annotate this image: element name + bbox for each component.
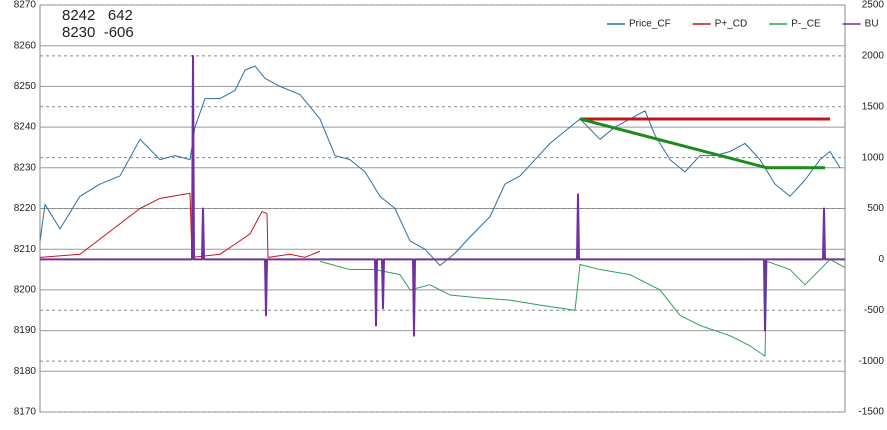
y-tick-label: 8260 xyxy=(14,40,37,51)
annotation: 8230 -606 xyxy=(62,24,134,41)
legend-label: BU xyxy=(865,19,879,30)
legend-label: Price_CF xyxy=(629,19,671,30)
y2-tick-label: 0 xyxy=(878,254,884,265)
y2-tick-label: 2000 xyxy=(862,51,885,62)
y-tick-label: 8180 xyxy=(14,366,37,377)
y-tick-label: 8230 xyxy=(14,162,37,173)
y-tick-label: 8210 xyxy=(14,244,37,255)
y-tick-label: 8270 xyxy=(14,0,37,11)
y-tick-label: 8200 xyxy=(14,285,37,296)
y2-tick-label: -1000 xyxy=(858,356,884,367)
y2-tick-label: 2500 xyxy=(862,0,885,11)
series-line xyxy=(40,54,845,337)
trend-line xyxy=(579,117,825,170)
y-tick-label: 8170 xyxy=(14,407,37,418)
legend-label: P-_CE xyxy=(791,19,821,30)
y2-tick-label: 1000 xyxy=(862,152,885,163)
y2-tick-label: -500 xyxy=(864,305,884,316)
y2-tick-label: 1500 xyxy=(862,101,885,112)
series-line xyxy=(39,192,321,258)
y-tick-label: 8250 xyxy=(14,81,37,92)
y-tick-label: 8240 xyxy=(14,122,37,133)
y-tick-label: 8220 xyxy=(14,203,37,214)
y-tick-label: 8190 xyxy=(14,325,37,336)
annotation: 8242 642 xyxy=(62,7,133,24)
y2-tick-label: -1500 xyxy=(858,407,884,418)
y2-tick-label: 500 xyxy=(867,203,884,214)
legend-label: P+_CD xyxy=(715,19,748,30)
